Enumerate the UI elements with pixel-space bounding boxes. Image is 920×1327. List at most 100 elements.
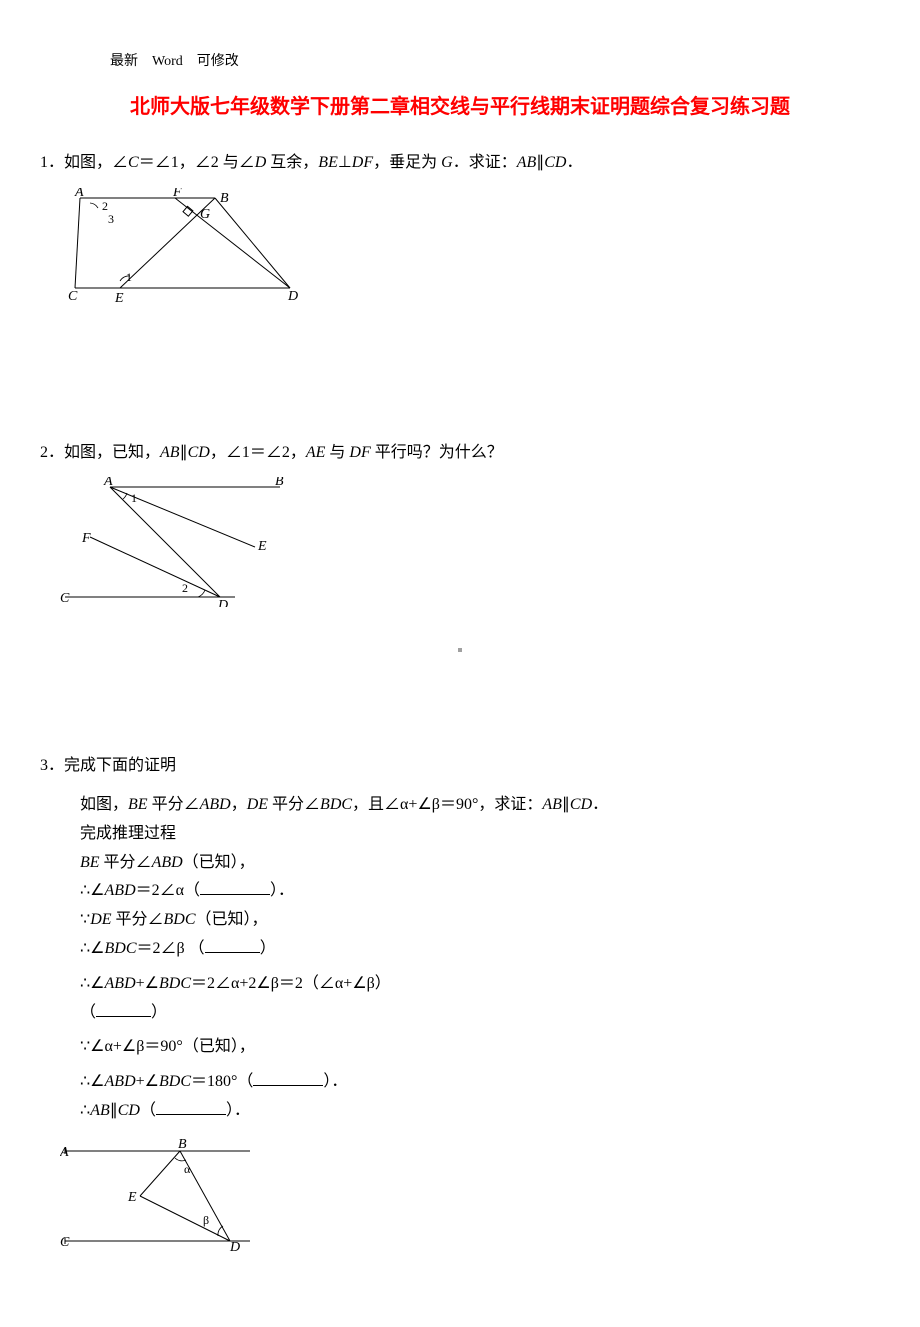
problem-1-diagram: A F B G C E D 1 2 3 [60,188,880,319]
p1-d: D [255,154,267,171]
spacer-1 [40,339,880,439]
p3l5b: DE [90,911,111,928]
lbl3-D: D [229,1240,240,1255]
p3-line7: ∴∠ABD+∠BDC＝2∠α+2∠β＝2（∠α+∠β） [80,970,880,999]
p1-perp: ⊥ [338,154,352,171]
problem-3-intro: 3．完成下面的证明 [40,752,880,781]
p3l1be: BE [128,796,148,813]
p3-line2: 完成推理过程 [80,820,880,849]
p3l10a: ∴∠ [80,1073,105,1090]
lbl-C: C [68,289,78,304]
p3l3d: （已知）， [183,854,255,871]
p3l11b: AB [90,1102,110,1119]
header-note: 最新 Word 可修改 [110,50,880,70]
p1-ab: AB [517,154,537,171]
p3l8b: ） [151,1004,167,1021]
p3-line3: BE 平分∠ABD（已知）， [80,849,880,878]
lbl3-alpha: α [184,1162,191,1176]
p3l1cd: CD [570,796,592,813]
lbl-1: 1 [126,270,132,284]
p3-line10: ∴∠ABD+∠BDC＝180°（）． [80,1068,880,1097]
p2-par: ∥ [180,444,188,461]
p3l7c: +∠ [136,975,159,992]
p1-end: ． [566,154,582,171]
lbl3-beta: β [203,1213,209,1227]
blank-2[interactable] [205,936,260,953]
lbl2-D: D [217,598,228,607]
problem-1: 1．如图，∠C＝∠1，∠2 与∠D 互余，BE⊥DF，垂足为 G．求证：AB∥C… [40,149,880,319]
blank-3[interactable] [96,1000,151,1017]
p3l4d: ）． [270,882,294,899]
problem-2: 2．如图，已知，AB∥CD，∠1＝∠2，AE 与 DF 平行吗？为什么？ A B… [40,439,880,619]
p3l1d: 平分∠ [268,796,320,813]
p3l10f: ）． [323,1073,347,1090]
blank-5[interactable] [156,1098,226,1115]
lbl-A: A [74,188,84,200]
blank-1[interactable] [200,878,270,895]
p3l1ab: AB [542,796,562,813]
p3l5a: ∵ [80,911,90,928]
lbl-E: E [114,291,124,306]
p2-ta: 平行吗？为什么？ [371,444,503,461]
p3l1a: 如图， [80,796,128,813]
lbl-D: D [287,289,298,304]
p1-cd: CD [544,154,566,171]
p3l1abd: ABD [200,796,231,813]
p3l4a: ∴∠ [80,882,105,899]
p2-num: 2． [40,444,64,461]
p3-line9: ∵∠α+∠β＝90°（已知）， [80,1033,880,1062]
p1-ta: ．求证： [453,154,517,171]
p3l11f: ）． [226,1102,250,1119]
p3l7e: ＝2∠α+2∠β＝2（∠α+∠β） [191,975,391,992]
p3l6b: BDC [105,940,137,957]
p3l5d: BDC [164,911,196,928]
problem-3-diagram: A B C D E α β [60,1136,880,1267]
p3l11a: ∴ [80,1102,90,1119]
p1-eq1: ＝∠1，∠2 与∠ [139,154,255,171]
p3l6a: ∴∠ [80,940,105,957]
p3l1bdc: BDC [320,796,352,813]
p3l7d: BDC [159,975,191,992]
p3l1b: 平分∠ [148,796,200,813]
p3-line8: （） [80,999,880,1028]
p3l6d: ） [260,940,276,957]
p1-be: BE [318,154,338,171]
p3l4b: ABD [105,882,136,899]
p3l1par: ∥ [562,796,570,813]
p3l3c: ABD [152,854,183,871]
p3-line6: ∴∠BDC＝2∠β （ ） [80,935,880,964]
problem-3: 3．完成下面的证明 如图，BE 平分∠ABD，DE 平分∠BDC，且∠α+∠β＝… [40,752,880,1266]
p1-tm2: ，垂足为 [373,154,441,171]
lbl2-1: 1 [131,491,137,505]
lbl2-E: E [257,539,267,554]
p3-line4: ∴∠ABD＝2∠α（）． [80,877,880,906]
problem-3-body: 如图，BE 平分∠ABD，DE 平分∠BDC，且∠α+∠β＝90°，求证：AB∥… [80,791,880,1126]
lbl2-C: C [60,591,70,606]
lbl2-F: F [81,531,91,546]
p2-cd: CD [188,444,210,461]
p3l11d: CD [118,1102,140,1119]
p1-c: C [128,154,139,171]
p3l3b: 平分∠ [100,854,152,871]
p3l1e: ，且∠α+∠β＝90°，求证： [352,796,542,813]
p2-df: DF [349,444,370,461]
blank-4[interactable] [253,1069,323,1086]
p1-df: DF [352,154,373,171]
p2-ae: AE [306,444,326,461]
p1-tm: 互余， [266,154,318,171]
p3-line5: ∵DE 平分∠BDC（已知）， [80,906,880,935]
p3-intro: 完成下面的证明 [64,757,176,774]
lbl-G: G [200,207,210,222]
p3l1de: DE [247,796,268,813]
document-page: 最新 Word 可修改 北师大版七年级数学下册第二章相交线与平行线期末证明题综合… [0,0,920,1327]
spacer-2 [40,682,880,752]
p3l5c: 平分∠ [112,911,164,928]
p3l6c: ＝2∠β （ [137,940,205,957]
lbl-2: 2 [102,199,108,213]
lbl2-2: 2 [182,581,188,595]
p2-tm2: 与 [325,444,349,461]
p3l1c: ， [231,796,247,813]
p3l5e: （已知）， [196,911,268,928]
document-title: 北师大版七年级数学下册第二章相交线与平行线期末证明题综合复习练习题 [40,90,880,119]
lbl-F: F [172,188,182,200]
